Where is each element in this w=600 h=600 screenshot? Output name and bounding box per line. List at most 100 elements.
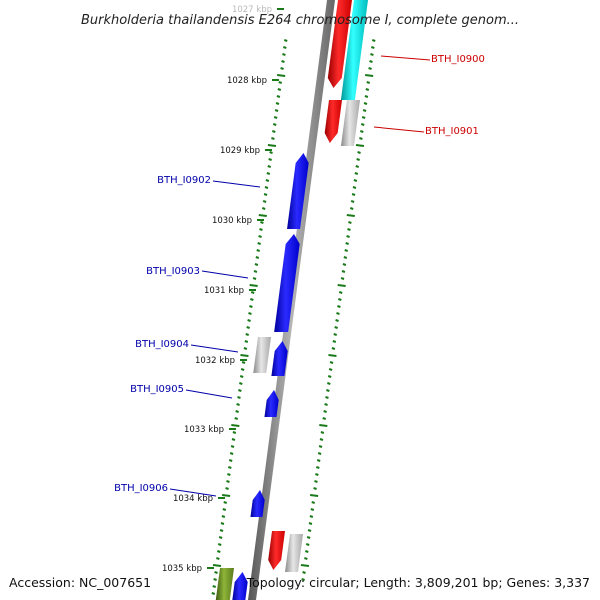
scale-tick (236, 403, 240, 406)
scale-tick (309, 515, 314, 518)
scale-tick (239, 375, 244, 378)
scale-tick (271, 137, 275, 140)
scale-tick (311, 501, 316, 504)
scale-tick (371, 46, 375, 49)
scale-tick (262, 200, 267, 203)
pseudo-gene-block[interactable] (285, 534, 303, 572)
scale-tick (213, 578, 217, 581)
scale-tick (305, 543, 310, 546)
other-gene-block[interactable] (215, 568, 234, 600)
scale-tick (362, 109, 367, 112)
scale-tick (336, 312, 340, 315)
scale-tick (332, 340, 337, 343)
scale-tick (280, 67, 284, 70)
scale-tick (229, 452, 234, 455)
scale-tick (356, 158, 360, 161)
tick-label: 1027 kbp (232, 5, 272, 15)
gene-BTH_I0900-block[interactable] (327, 0, 352, 88)
scale-tick (320, 431, 325, 434)
scale-tick (211, 592, 216, 595)
scale-tick (325, 396, 329, 399)
gene-track (215, 0, 368, 600)
scale-tick (257, 242, 261, 245)
scale-tick (310, 494, 319, 497)
scale-tick (276, 95, 281, 98)
scale-tick (337, 298, 342, 301)
scale-tick (324, 403, 328, 406)
tick-label: 1030 kbp (212, 216, 252, 226)
scale-tick (223, 501, 228, 504)
scale-tick (212, 564, 222, 567)
scale-tick (277, 74, 286, 77)
gene-BTH_I0906-block[interactable] (250, 490, 265, 517)
scale-ticks-outer (300, 39, 376, 581)
gene-label-BTH_I0900[interactable]: BTH_I0900 (431, 54, 485, 65)
tick-label: 1028 kbp (227, 76, 267, 86)
scale-tick (218, 536, 223, 539)
scale-tick (238, 382, 243, 385)
scale-tick (244, 340, 249, 343)
scale-tick (368, 67, 372, 70)
scale-tick (308, 522, 313, 525)
scale-tick (317, 452, 322, 455)
gene-label-BTH_I0901[interactable]: BTH_I0901 (425, 126, 479, 137)
pseudo-gene-block[interactable] (253, 337, 271, 373)
scale-tick (334, 326, 338, 329)
scale-tick (256, 249, 261, 252)
chromosome-title: Burkholderia thailandensis E264 chromoso… (81, 13, 519, 28)
scale-tick (302, 571, 306, 574)
gene-BTH_I0902-block[interactable] (287, 153, 309, 229)
gene-label-BTH_I0903[interactable]: BTH_I0903 (146, 266, 200, 277)
scale-tick (313, 487, 317, 490)
scale-tick (249, 284, 258, 287)
gene-label-BTH_I0906[interactable]: BTH_I0906 (114, 483, 168, 494)
scale-tick (259, 228, 263, 231)
gene-BTH_I0901-block[interactable] (324, 100, 342, 143)
scale-tick (212, 585, 217, 588)
scale-tick (281, 60, 285, 63)
pseudo-gene-block[interactable] (340, 100, 360, 146)
reverse-gene-block[interactable] (232, 572, 248, 600)
gene-leader-line (185, 389, 233, 399)
scale-tick (219, 529, 224, 532)
tick-label: 1032 kbp (195, 356, 235, 366)
gene-label-BTH_I0904[interactable]: BTH_I0904 (135, 339, 189, 350)
scale-tick (304, 557, 308, 560)
gene-label-BTH_I0905[interactable]: BTH_I0905 (130, 384, 184, 395)
scale-tick (278, 81, 283, 84)
scale-tick (237, 396, 241, 399)
scale-tick (331, 347, 336, 350)
scale-tick (238, 389, 242, 392)
scale-tick (315, 466, 320, 469)
scale-tick (350, 200, 355, 203)
scale-tick (263, 193, 268, 196)
scale-tick (265, 179, 270, 182)
scale-tick (337, 284, 346, 287)
scale-tick (355, 165, 360, 168)
scale-tick (338, 291, 343, 294)
scale-tick (342, 263, 347, 266)
scale-tick (231, 438, 236, 441)
scale-tick (275, 102, 280, 105)
gene-BTH_I0903-block[interactable] (274, 234, 300, 332)
gene-BTH_I0904-block[interactable] (271, 341, 288, 376)
scale-tick (346, 214, 355, 217)
tick-label: 1029 kbp (220, 146, 260, 156)
gene-label-BTH_I0902[interactable]: BTH_I0902 (157, 175, 211, 186)
scale-tick (230, 445, 235, 448)
scale-tick (216, 550, 221, 553)
gene-BTH_I0905-block[interactable] (264, 390, 279, 417)
tick-label: 1034 kbp (173, 494, 213, 504)
scale-tick (249, 305, 253, 308)
scale-tick (300, 564, 310, 567)
scale-tick (268, 158, 272, 161)
scale-tick (345, 242, 349, 245)
scale-tick (225, 487, 229, 490)
forward-gene-block[interactable] (268, 531, 285, 570)
scale-tick (346, 235, 350, 238)
scale-tick (243, 347, 248, 350)
scale-tick (326, 389, 330, 392)
scale-tick (361, 116, 366, 119)
rna-gene-block[interactable] (340, 0, 368, 100)
